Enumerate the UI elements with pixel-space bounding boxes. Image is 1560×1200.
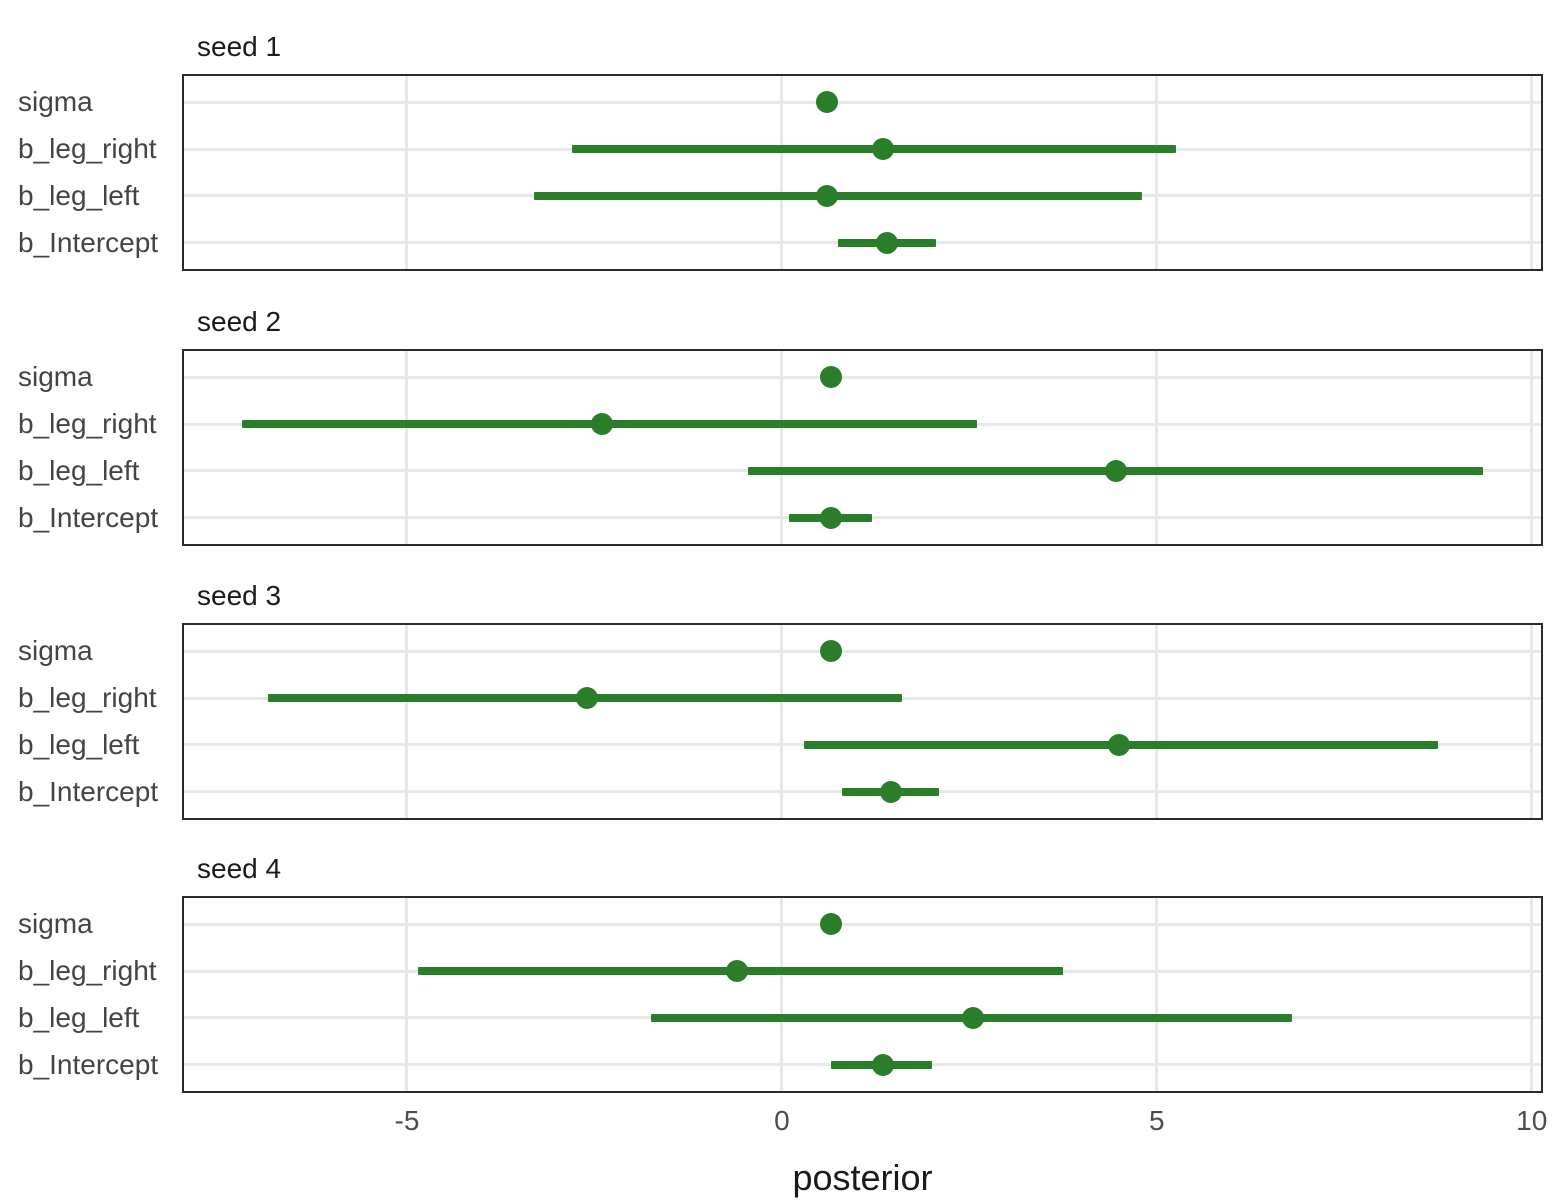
y-gridline [184,922,1541,926]
y-axis-label: sigma [18,86,93,118]
y-axis-label: b_Intercept [18,775,159,807]
x-gridline [780,898,784,1091]
point-estimate [590,413,613,436]
x-gridline [1155,76,1159,269]
x-axis-title: posterior [792,1157,933,1198]
point-estimate [872,1053,895,1076]
x-gridline [405,625,409,818]
y-axis-label: b_Intercept [18,226,159,258]
y-gridline [184,649,1541,653]
point-estimate [815,184,838,207]
point-estimate [725,960,748,983]
x-gridline [1530,351,1534,544]
point-estimate [819,506,842,529]
y-axis-label: b_leg_left [18,179,140,211]
x-gridline [405,898,409,1091]
y-gridline [184,375,1541,379]
x-gridline [1155,351,1159,544]
x-gridline [780,76,784,269]
facet-panel [182,896,1543,1093]
y-axis-label: b_leg_right [18,955,157,987]
x-gridline [405,76,409,269]
y-axis-label: b_leg_left [18,454,140,486]
y-axis-label: b_leg_left [18,728,140,760]
x-tick-label: 0 [774,1105,790,1136]
x-gridline [1155,625,1159,818]
point-estimate [879,780,902,803]
facet-title: seed 1 [197,31,282,62]
x-tick-label: -5 [394,1105,420,1136]
point-estimate [575,687,598,710]
y-axis-label: b_Intercept [18,501,159,533]
x-gridline [1530,76,1534,269]
y-axis-label: b_leg_right [18,408,157,440]
y-gridline [184,100,1541,104]
x-gridline [1155,898,1159,1091]
y-axis-label: sigma [18,908,93,940]
y-axis-label: sigma [18,635,93,667]
point-estimate [1104,459,1127,482]
x-gridline [780,625,784,818]
x-gridline [1530,898,1534,1091]
y-axis-label: b_leg_right [18,133,157,165]
y-axis-label: sigma [18,361,93,393]
y-axis-label: b_leg_right [18,682,157,714]
point-estimate [1108,733,1131,756]
point-estimate [962,1006,985,1029]
point-estimate [819,640,842,663]
point-estimate [819,366,842,389]
x-tick-label: 5 [1149,1105,1165,1136]
x-gridline [405,351,409,544]
facet-title: seed 2 [197,306,282,337]
facet-title: seed 4 [197,853,282,884]
x-gridline [1530,625,1534,818]
point-estimate [875,231,898,254]
y-axis-label: b_leg_left [18,1001,140,1033]
point-estimate [819,913,842,936]
credible-interval [534,191,1142,200]
x-gridline [780,351,784,544]
point-estimate [815,91,838,114]
facet-title: seed 3 [197,580,282,611]
point-estimate [872,138,895,161]
y-axis-label: b_Intercept [18,1048,159,1080]
x-tick-label: 10 [1516,1105,1548,1136]
